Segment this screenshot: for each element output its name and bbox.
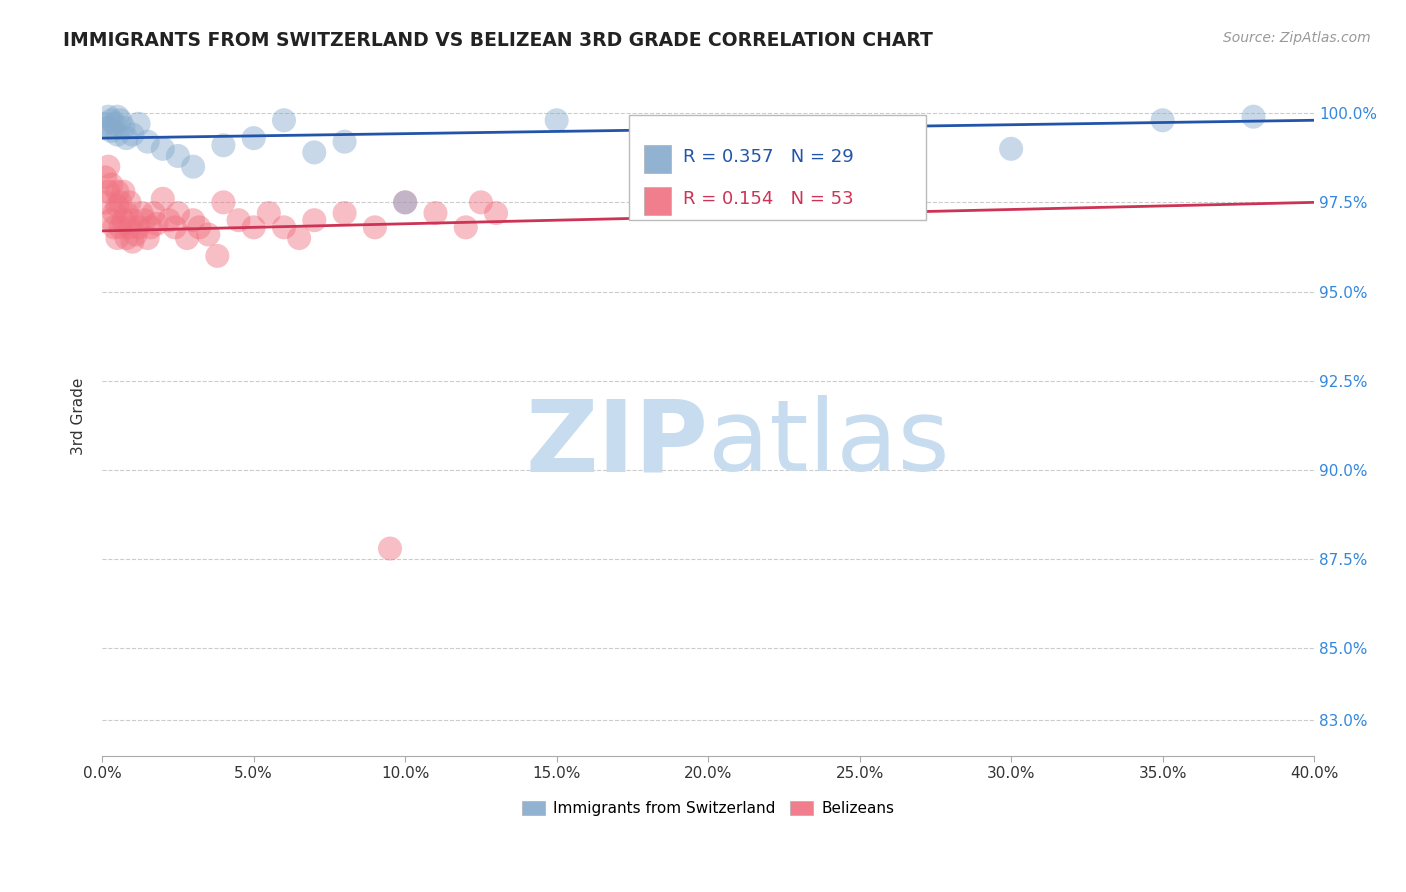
Point bbox=[105, 185, 128, 199]
Point bbox=[394, 195, 416, 210]
Point bbox=[304, 145, 326, 160]
Text: ZIP: ZIP bbox=[526, 395, 709, 492]
Point bbox=[110, 220, 132, 235]
Text: Source: ZipAtlas.com: Source: ZipAtlas.com bbox=[1223, 31, 1371, 45]
Point bbox=[242, 131, 264, 145]
Point bbox=[103, 206, 125, 220]
Text: IMMIGRANTS FROM SWITZERLAND VS BELIZEAN 3RD GRADE CORRELATION CHART: IMMIGRANTS FROM SWITZERLAND VS BELIZEAN … bbox=[63, 31, 934, 50]
Point bbox=[112, 185, 135, 199]
Point bbox=[304, 213, 326, 227]
Point bbox=[134, 213, 156, 227]
Text: R = 0.357   N = 29: R = 0.357 N = 29 bbox=[683, 148, 853, 166]
Point bbox=[273, 220, 295, 235]
Point bbox=[100, 213, 122, 227]
Point bbox=[157, 213, 180, 227]
Point bbox=[212, 195, 235, 210]
Point bbox=[163, 220, 186, 235]
Point bbox=[1152, 113, 1174, 128]
Point bbox=[212, 138, 235, 153]
Point bbox=[105, 231, 128, 245]
Point bbox=[121, 128, 143, 142]
Point bbox=[288, 231, 311, 245]
Point bbox=[97, 160, 120, 174]
Point bbox=[242, 220, 264, 235]
Point bbox=[94, 195, 117, 210]
Point bbox=[425, 206, 447, 220]
Point bbox=[188, 220, 211, 235]
Point bbox=[131, 206, 153, 220]
Point bbox=[207, 249, 229, 263]
Point bbox=[136, 231, 159, 245]
Point bbox=[128, 220, 150, 235]
Point bbox=[152, 192, 174, 206]
Point bbox=[97, 110, 120, 124]
Text: R = 0.154   N = 53: R = 0.154 N = 53 bbox=[683, 190, 853, 208]
Point bbox=[378, 541, 401, 556]
Point bbox=[1000, 142, 1022, 156]
Point bbox=[273, 113, 295, 128]
Point bbox=[124, 227, 146, 242]
Point bbox=[470, 195, 492, 210]
Point bbox=[1243, 110, 1265, 124]
Point bbox=[181, 213, 204, 227]
Point bbox=[121, 213, 143, 227]
Point bbox=[97, 185, 120, 199]
Point bbox=[181, 160, 204, 174]
Bar bbox=[644, 186, 671, 215]
Point bbox=[97, 120, 120, 135]
Point bbox=[333, 135, 356, 149]
Point bbox=[100, 124, 122, 138]
Point bbox=[110, 113, 132, 128]
Point bbox=[546, 113, 568, 128]
Point bbox=[145, 217, 167, 231]
Point bbox=[105, 128, 128, 142]
Point bbox=[176, 231, 198, 245]
Point bbox=[105, 199, 128, 213]
Legend: Immigrants from Switzerland, Belizeans: Immigrants from Switzerland, Belizeans bbox=[516, 796, 900, 822]
Point bbox=[394, 195, 416, 210]
Point bbox=[152, 142, 174, 156]
Point bbox=[94, 170, 117, 185]
Point bbox=[485, 206, 508, 220]
Point bbox=[128, 117, 150, 131]
Point bbox=[167, 149, 190, 163]
Point bbox=[103, 117, 125, 131]
Point bbox=[115, 231, 138, 245]
Y-axis label: 3rd Grade: 3rd Grade bbox=[72, 378, 86, 455]
Point bbox=[118, 220, 141, 235]
Point bbox=[112, 120, 135, 135]
Point bbox=[333, 206, 356, 220]
Point bbox=[105, 110, 128, 124]
Point bbox=[197, 227, 219, 242]
Point bbox=[112, 213, 135, 227]
Point bbox=[118, 195, 141, 210]
Point bbox=[94, 117, 117, 131]
Point bbox=[454, 220, 477, 235]
Point bbox=[848, 160, 870, 174]
Point bbox=[136, 135, 159, 149]
Point bbox=[139, 220, 162, 235]
Point bbox=[697, 128, 720, 142]
Point bbox=[100, 113, 122, 128]
Text: atlas: atlas bbox=[709, 395, 950, 492]
Point bbox=[364, 220, 387, 235]
Point bbox=[110, 195, 132, 210]
Point bbox=[167, 206, 190, 220]
Point bbox=[142, 206, 165, 220]
Bar bbox=[644, 145, 671, 173]
Point bbox=[228, 213, 250, 227]
Point bbox=[115, 206, 138, 220]
Point bbox=[115, 131, 138, 145]
Point bbox=[257, 206, 280, 220]
Point bbox=[121, 235, 143, 249]
FancyBboxPatch shape bbox=[630, 115, 927, 219]
Point bbox=[103, 220, 125, 235]
Point bbox=[100, 178, 122, 192]
